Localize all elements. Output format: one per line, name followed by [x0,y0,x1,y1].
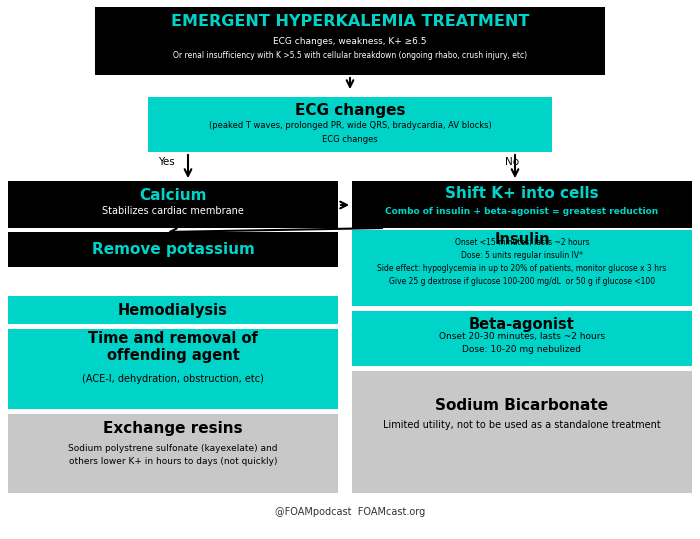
Text: Calcium: Calcium [139,188,206,203]
Text: Time and removal of
offending agent: Time and removal of offending agent [88,331,258,363]
FancyBboxPatch shape [8,181,338,228]
Text: @FOAMpodcast  FOAMcast.org: @FOAMpodcast FOAMcast.org [275,507,425,517]
Text: Hemodialysis: Hemodialysis [118,303,228,319]
Text: (ACE-I, dehydration, obstruction, etc): (ACE-I, dehydration, obstruction, etc) [82,374,264,384]
FancyBboxPatch shape [8,267,338,272]
Text: Sodium Bicarbonate: Sodium Bicarbonate [435,397,608,412]
FancyBboxPatch shape [148,97,552,152]
Text: Remove potassium: Remove potassium [92,242,254,257]
FancyBboxPatch shape [8,296,338,326]
FancyBboxPatch shape [95,7,605,75]
FancyBboxPatch shape [8,409,338,414]
Text: Insulin: Insulin [494,232,550,247]
FancyBboxPatch shape [8,413,338,493]
FancyBboxPatch shape [8,324,338,329]
FancyBboxPatch shape [352,181,692,228]
FancyBboxPatch shape [352,370,692,493]
FancyBboxPatch shape [8,232,338,267]
FancyBboxPatch shape [352,311,692,368]
Text: Stabilizes cardiac membrane: Stabilizes cardiac membrane [102,206,244,216]
Text: No: No [505,157,519,167]
Text: Onset 20-30 minutes, lasts ~2 hours
Dose: 10-20 mg nebulized: Onset 20-30 minutes, lasts ~2 hours Dose… [439,332,605,354]
Text: Or renal insufficiency with K >5.5 with cellular breakdown (ongoing rhabo, crush: Or renal insufficiency with K >5.5 with … [173,51,527,59]
Text: Yes: Yes [158,157,175,167]
FancyBboxPatch shape [352,366,692,371]
Text: ECG changes: ECG changes [322,135,378,143]
Text: ECG changes, weakness, K+ ≥6.5: ECG changes, weakness, K+ ≥6.5 [273,37,427,45]
Text: Limited utility, not to be used as a standalone treatment: Limited utility, not to be used as a sta… [383,420,661,430]
Text: Shift K+ into cells: Shift K+ into cells [445,186,598,202]
FancyBboxPatch shape [8,329,338,411]
FancyBboxPatch shape [352,230,692,308]
Text: (peaked T waves, prolonged PR, wide QRS, bradycardia, AV blocks): (peaked T waves, prolonged PR, wide QRS,… [209,121,491,130]
Text: Onset <15 minutes, lasts ~2 hours
Dose: 5 units regular insulin IV*
Side effect:: Onset <15 minutes, lasts ~2 hours Dose: … [377,238,666,286]
Text: ECG changes: ECG changes [295,102,405,118]
Text: Combo of insulin + beta-agonist = greatest reduction: Combo of insulin + beta-agonist = greate… [386,206,659,216]
FancyBboxPatch shape [352,306,692,311]
Text: Beta-agonist: Beta-agonist [469,316,575,331]
Text: Exchange resins: Exchange resins [103,421,243,437]
Text: Sodium polystrene sulfonate (kayexelate) and
others lower K+ in hours to days (n: Sodium polystrene sulfonate (kayexelate)… [69,444,278,466]
Text: EMERGENT HYPERKALEMIA TREATMENT: EMERGENT HYPERKALEMIA TREATMENT [171,13,529,29]
